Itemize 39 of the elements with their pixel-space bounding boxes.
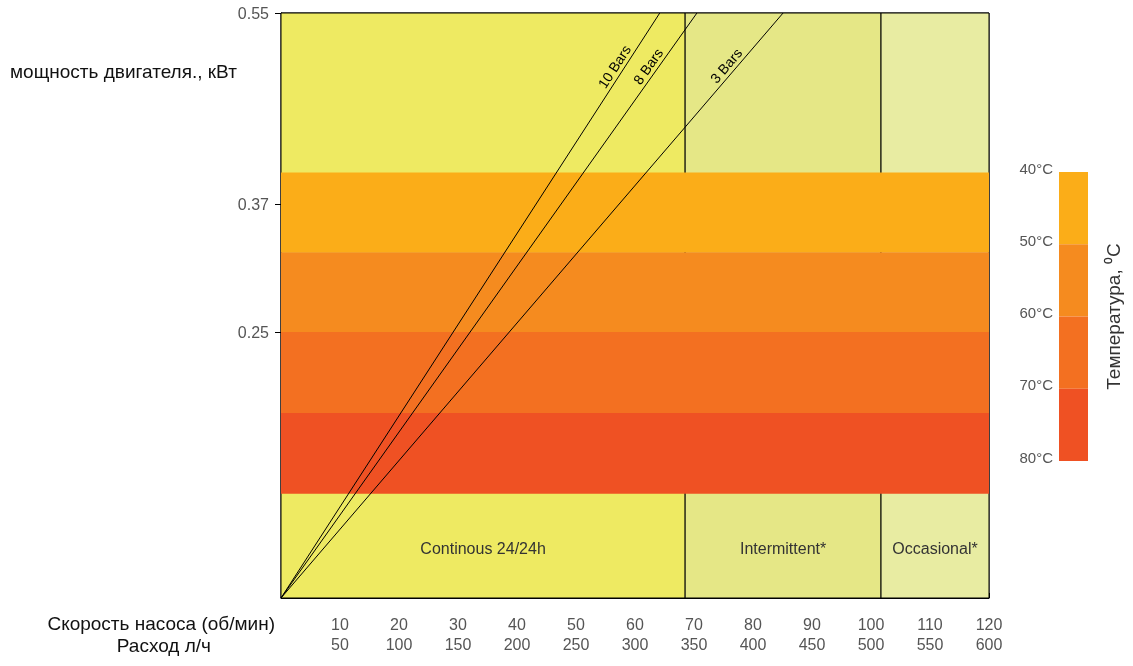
x2-tick-label: 100 <box>385 635 413 653</box>
x-tick-label: 70 <box>685 615 703 633</box>
x-tick-label: 90 <box>803 615 821 633</box>
x2-tick-label: 150 <box>444 635 472 653</box>
x-tick-label: 120 <box>975 615 1003 633</box>
x-tick-label: 10 <box>331 615 349 633</box>
color-bar-label: 60°C <box>1019 304 1054 321</box>
x-tick-label: 20 <box>390 615 408 633</box>
x-tick-label: 30 <box>449 615 467 633</box>
y-tick-label: 0.55 <box>237 4 270 22</box>
band-label: Continous 24/24h <box>420 540 546 557</box>
y-axis-title: мощность двигателя., кВт <box>10 61 238 82</box>
x-tick-label: 100 <box>857 615 885 633</box>
x2-tick-label: 400 <box>739 635 767 653</box>
y-tick-label: 0.25 <box>237 323 270 341</box>
x2-tick-label: 550 <box>916 635 944 653</box>
x-tick-label: 60 <box>626 615 644 633</box>
x2-tick-label: 350 <box>680 635 708 653</box>
x2-tick-label: 250 <box>562 635 590 653</box>
x2-tick-label: 500 <box>857 635 885 653</box>
color-bar-label: 50°C <box>1019 231 1054 249</box>
band-label: Intermittent* <box>739 540 827 557</box>
band-label: Occasional* <box>892 540 978 557</box>
x-axis-title: Скорость насоса (об/мин) <box>47 613 275 634</box>
color-bar-title: Температура, ⁰C <box>1102 243 1124 390</box>
x-tick-label: 40 <box>508 615 526 633</box>
x-tick-label: 50 <box>567 615 585 633</box>
x2-axis-title: Расход л/ч <box>116 635 211 656</box>
x2-tick-label: 50 <box>331 635 349 653</box>
y-tick-label: 0.37 <box>237 195 270 213</box>
x2-tick-label: 600 <box>975 635 1003 653</box>
x-tick-label: 80 <box>744 615 762 633</box>
color-bar-label: 80°C <box>1019 448 1054 466</box>
x2-tick-label: 450 <box>798 635 826 653</box>
x2-tick-label: 200 <box>503 635 531 653</box>
x-tick-label: 110 <box>917 615 943 633</box>
color-bar-label: 40°C <box>1019 159 1054 177</box>
color-bar-label: 70°C <box>1019 376 1054 394</box>
x2-tick-label: 300 <box>621 635 649 653</box>
